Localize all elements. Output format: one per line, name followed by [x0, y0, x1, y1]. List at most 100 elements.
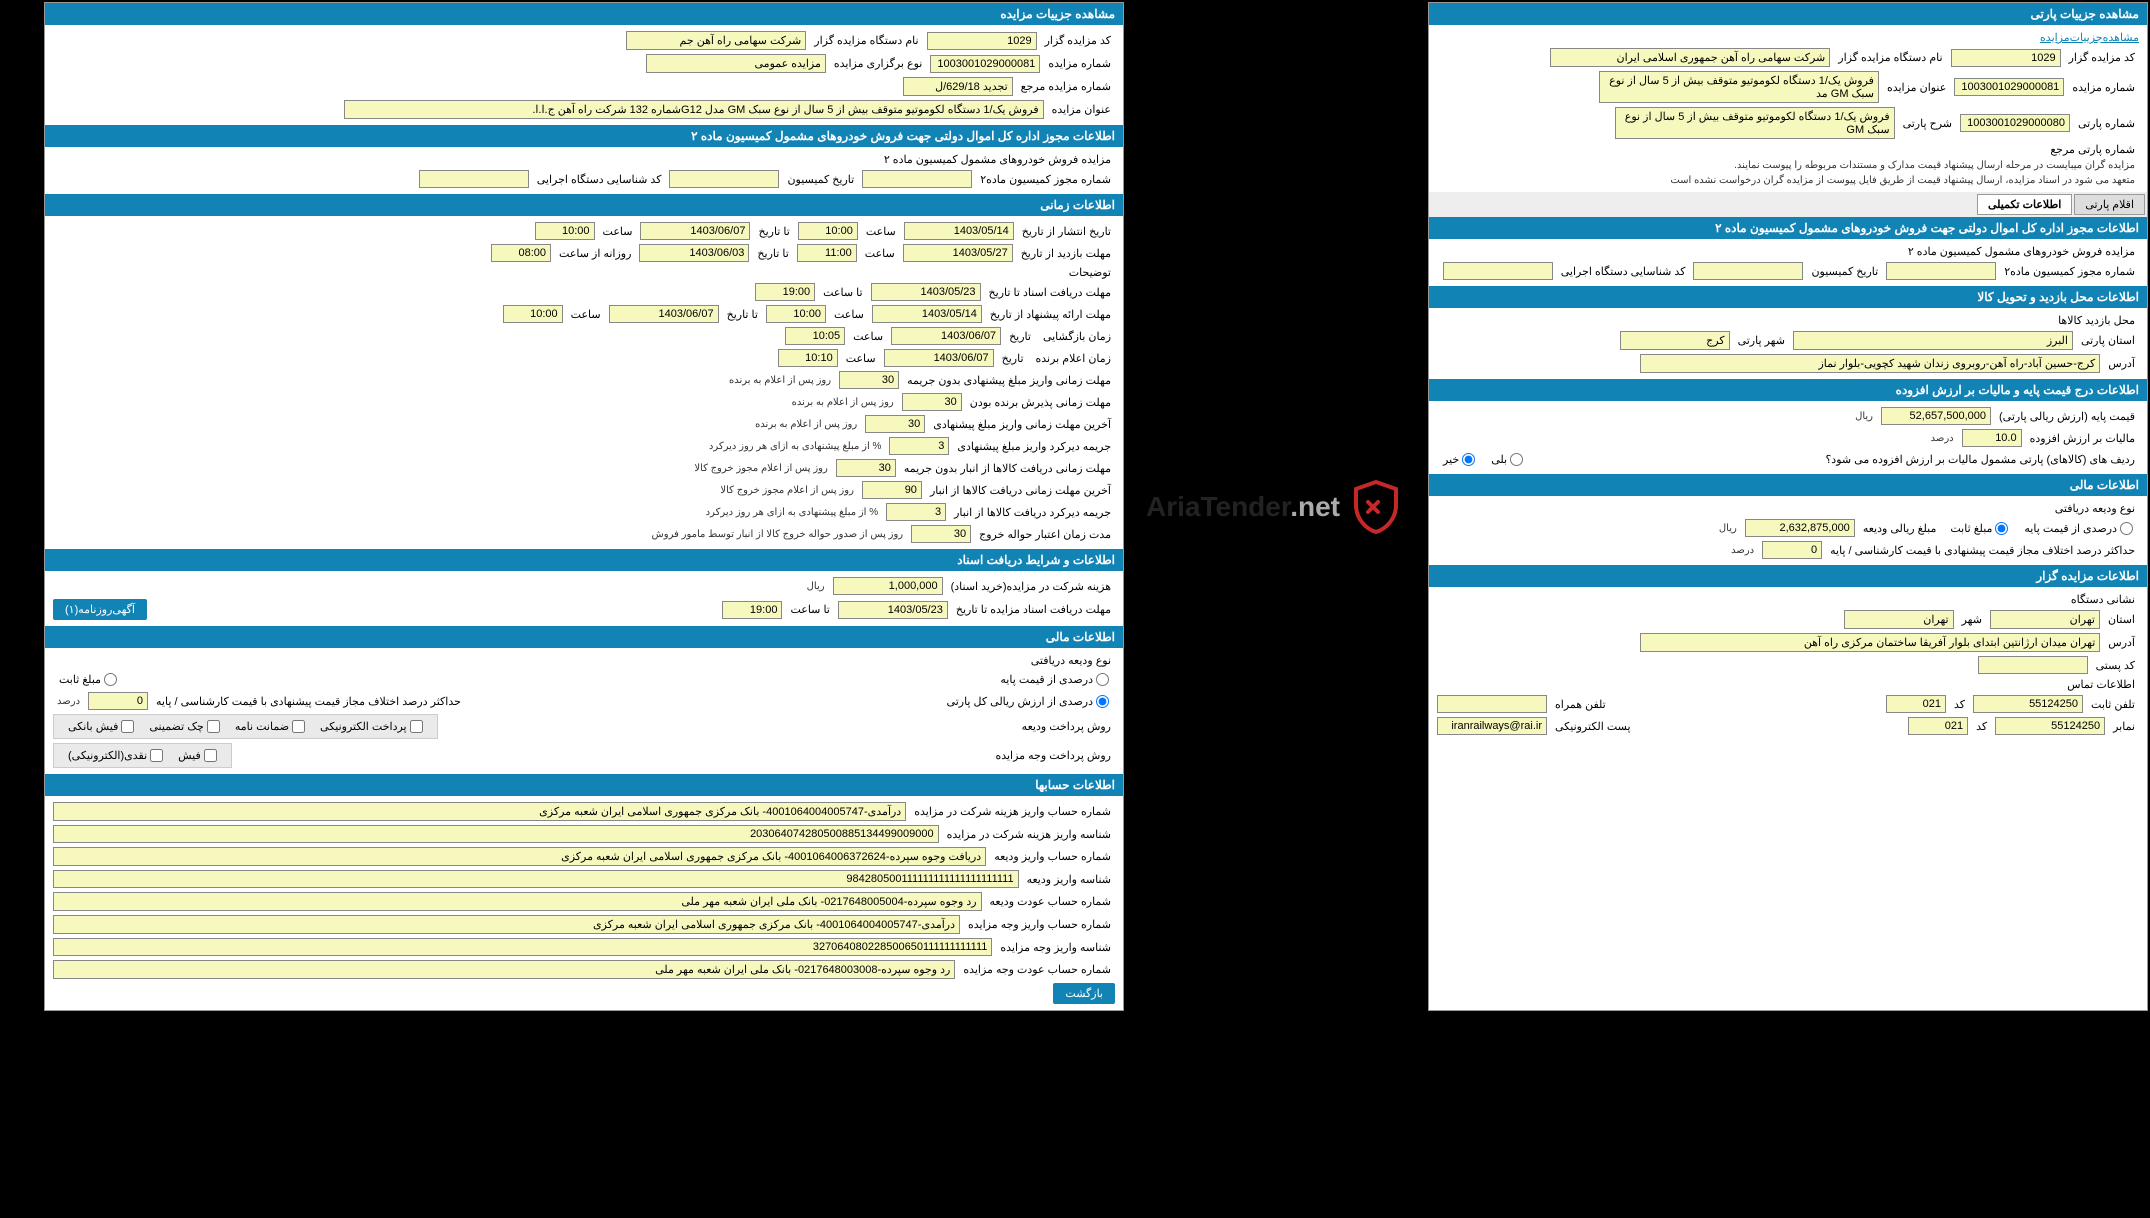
- fax-code-label: کد: [1972, 720, 1991, 733]
- phone-code-field: 021: [1886, 695, 1946, 713]
- desc-label: توضیحات: [1065, 266, 1115, 279]
- slip-check[interactable]: فیش: [172, 747, 223, 764]
- org-prov-field: تهران: [1990, 610, 2100, 629]
- auction-title-label: عنوان مزایده: [1883, 81, 1950, 94]
- acc2-val: دریافت وجوه سپرده-4001064006372624- بانک…: [53, 847, 986, 866]
- code-label: کد مزایده گزار: [2065, 51, 2139, 64]
- sec-price-header: اطلاعات درج قیمت پایه و مالیات بر ارزش ا…: [1429, 379, 2147, 401]
- vat-question: ردیف های (کالاهای) پارتی مشمول مالیات بر…: [1821, 453, 2139, 466]
- sec-mojaz-header: اطلاعات مجوز اداره کل اموال دولتی جهت فر…: [1429, 217, 2147, 239]
- diff-pct-field-l: 0: [1762, 541, 1822, 559]
- pct-base-radio-l[interactable]: درصدی از قیمت پایه: [2018, 520, 2139, 537]
- acc1-id-label: شناسه واریز هزینه شرکت در مزایده: [943, 828, 1115, 841]
- visit-to-date: 1403/06/03: [639, 244, 749, 262]
- party-num-field: 1003001029000080: [1960, 114, 2070, 132]
- visit-label: مهلت بازدید از تاریخ: [1017, 247, 1115, 260]
- exec-code-field: [1443, 262, 1553, 280]
- acc4-val: درآمدی-4001064004005747- بانک مرکزی جمهو…: [53, 915, 960, 934]
- pay-electronic-check[interactable]: پرداخت الکترونیکی: [314, 718, 429, 735]
- mobile-field: [1437, 695, 1547, 713]
- acc5-val: رد وجوه سپرده-0217648003008- بانک ملی ای…: [53, 960, 955, 979]
- fixed-amount-radio-l[interactable]: مبلغ ثابت: [1944, 520, 2014, 537]
- contact-label: اطلاعات تماس: [2063, 678, 2139, 691]
- doc-deadline-label: مهلت دریافت اسناد تا تاریخ: [985, 286, 1115, 299]
- participate-cost-val: 1,000,000: [833, 577, 943, 595]
- back-button[interactable]: بازگشت: [1053, 983, 1115, 1004]
- permit-validity-val: 30: [911, 525, 971, 543]
- city-label: شهر پارتی: [1734, 334, 1789, 347]
- guarantee-check[interactable]: ضمانت نامه: [229, 718, 311, 735]
- r-sec-mojaz-header: اطلاعات مجوز اداره کل اموال دولتی جهت فر…: [45, 125, 1123, 147]
- sec-doc-cond-header: اطلاعات و شرایط دریافت اسناد: [45, 549, 1123, 571]
- postal-field: [1978, 656, 2088, 674]
- r-commission-date-field: [669, 170, 779, 188]
- bank-slip-check[interactable]: فیش بانکی: [62, 718, 140, 735]
- pub-from-time: 10:00: [798, 222, 858, 240]
- pub-to-time: 10:00: [535, 222, 595, 240]
- penalty-label: جریمه دیرکرد واریز مبلغ پیشنهادی: [953, 440, 1115, 453]
- fax-code-field: 021: [1908, 717, 1968, 735]
- auction-details-link[interactable]: مشاهده‌جزییات‌مزایده: [2040, 31, 2139, 44]
- penalty-val: 3: [889, 437, 949, 455]
- vat-label: مالیات بر ارزش افزوده: [2026, 432, 2139, 445]
- vat-no[interactable]: خیر: [1437, 451, 1481, 468]
- deposit-amt-label: مبلغ ریالی ودیعه: [1859, 522, 1941, 535]
- r-commission-num-label: شماره مجوز کمیسیون ماده۲: [976, 173, 1115, 186]
- check-check[interactable]: چک تضمینی: [143, 718, 225, 735]
- org-addr2-label: آدرس: [2104, 636, 2139, 649]
- phone-field: 55124250: [1973, 695, 2083, 713]
- party-header: مشاهده جزییات پارتی: [1429, 3, 2147, 25]
- r-ref-num-field: تجدید 629/18/ل: [903, 77, 1013, 96]
- pub-from-date: 1403/05/14: [904, 222, 1014, 240]
- r-pct-base-radio[interactable]: درصدی از قیمت پایه: [994, 671, 1115, 688]
- doc-until-label: مهلت دریافت اسناد مزایده تا تاریخ: [952, 603, 1115, 616]
- address-field: کرج-حسین آباد-راه آهن-روبروی زندان شهید …: [1640, 354, 2100, 373]
- logo-text: AriaTender.net: [1146, 491, 1340, 523]
- pub-to-date: 1403/06/07: [640, 222, 750, 240]
- email-label: پست الکترونیکی: [1551, 720, 1635, 733]
- cash-electronic-check[interactable]: نقدی(الکترونیکی): [62, 747, 169, 764]
- tab-party-items[interactable]: اقلام پارتی: [2074, 194, 2145, 215]
- auction-header: مشاهده جزییات مزایده: [45, 3, 1123, 25]
- commission-date-label: تاریخ کمیسیون: [1807, 265, 1882, 278]
- note-2: متعهد می شود در اسناد مزایده، ارسال پیشن…: [1433, 173, 2143, 188]
- winner-label: زمان اعلام برنده: [1032, 352, 1115, 365]
- proposal-to-time: 10:00: [503, 305, 563, 323]
- auction-pay-group: فیش نقدی(الکترونیکی): [53, 743, 232, 768]
- vat-unit: درصد: [1927, 433, 1958, 444]
- vat-field: 10.0: [1962, 429, 2022, 447]
- auction-num-field: 1003001029000081: [1954, 78, 2064, 96]
- base-price-label: قیمت پایه (ارزش ریالی پارتی): [1995, 410, 2139, 423]
- goods-nofine-label: مهلت زمانی دریافت کالاها از انبار بدون ج…: [900, 462, 1115, 475]
- party-desc-field: فروش یک/1 دستگاه لکوموتیو متوقف بیش از 5…: [1615, 107, 1895, 139]
- commission-num-label: شماره مجوز کمیسیون ماده۲: [2000, 265, 2139, 278]
- sec-visit-header: اطلاعات محل بازدید و تحویل کالا: [1429, 286, 2147, 308]
- acc2-id-val: 984280500111111111111111111111: [53, 870, 1019, 888]
- r-deposit-type-label: نوع ودیعه دریافتی: [1027, 654, 1115, 667]
- auction-pay-label: روش پرداخت وجه مزایده: [991, 749, 1115, 762]
- acc1-val: درآمدی-4001064004005747- بانک مرکزی جمهو…: [53, 802, 906, 821]
- r-pct-total-radio[interactable]: درصدی از ارزش ریالی کل پارتی: [941, 693, 1115, 710]
- r-sec-financial-header: اطلاعات مالی: [45, 626, 1123, 648]
- acc1-id-val: 203064074280500885134499009000: [53, 825, 939, 843]
- permit-validity-label: مدت زمان اعتبار حواله خروج: [975, 528, 1115, 541]
- shield-icon: [1346, 477, 1406, 537]
- tab-extra-info[interactable]: اطلاعات تکمیلی: [1977, 194, 2072, 215]
- doc-deadline-date: 1403/05/23: [871, 283, 981, 301]
- r-fixed-amount-radio[interactable]: مبلغ ثابت: [53, 671, 123, 688]
- r-sale-auth-label: مزایده فروش خودروهای مشمول کمیسیون ماده …: [880, 153, 1115, 166]
- party-desc-label: شرح پارتی: [1899, 117, 1956, 130]
- r-title-field: فروش یک/1 دستگاه لکوموتیو متوقف بیش از 5…: [344, 100, 1044, 119]
- pay-methods-group: پرداخت الکترونیکی ضمانت نامه چک تضمینی ف…: [53, 714, 438, 739]
- vat-yes[interactable]: بلی: [1485, 451, 1529, 468]
- auction-details-panel: مشاهده جزییات مزایده کد مزایده گزار 1029…: [44, 2, 1124, 1011]
- newspaper-button[interactable]: آگهی‌روزنامه(۱): [53, 599, 147, 620]
- commission-date-field: [1693, 262, 1803, 280]
- winner-date: 1403/06/07: [884, 349, 994, 367]
- org-city-label: شهر: [1958, 613, 1986, 626]
- party-num-label: شماره پارتی: [2074, 117, 2139, 130]
- goods-nofine-val: 30: [836, 459, 896, 477]
- pub-from-label: تاریخ انتشار از تاریخ: [1018, 225, 1115, 238]
- participate-cost-label: هزینه شرکت در مزایده(خرید اسناد): [947, 580, 1115, 593]
- deposit-type-label-l: نوع ودیعه دریافتی: [2051, 502, 2139, 515]
